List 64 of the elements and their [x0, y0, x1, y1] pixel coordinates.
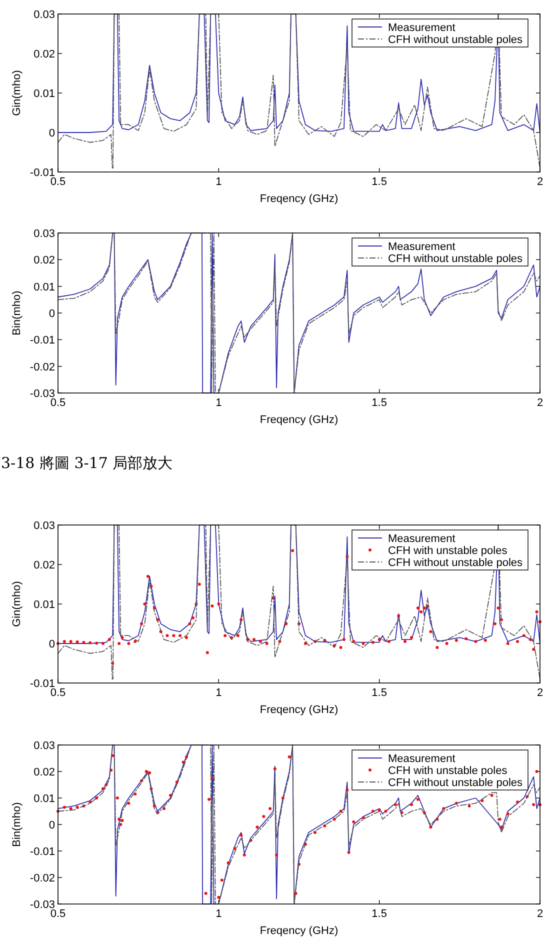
y-tick-label: -0.01	[30, 678, 55, 690]
legend-label: CFH with unstable poles	[388, 545, 508, 557]
y-tick-label: -0.03	[30, 388, 55, 400]
line-series	[58, 14, 540, 133]
y-tick-label: 0.02	[34, 766, 55, 778]
y-tick-label: -0.01	[30, 334, 55, 347]
x-tick-label: 0.5	[50, 908, 66, 920]
y-tick-label: 0.01	[34, 599, 55, 611]
x-tick-label: 2	[536, 397, 544, 409]
line-series	[58, 524, 540, 644]
x-tick-label: 1	[216, 908, 222, 920]
x-tick-label: 1.5	[372, 908, 387, 920]
x-tick-label: 2	[536, 687, 544, 699]
y-tick-label: 0.03	[34, 228, 55, 240]
line-series	[58, 524, 540, 680]
text: 3-18 將圖 3-17 局部放大	[1, 454, 173, 472]
x-axis-title: Freqency (GHz)	[260, 925, 338, 937]
legend-label: CFH without unstable poles	[388, 777, 524, 789]
y-tick-label: 0	[48, 638, 55, 650]
y-tick-label: 0.03	[34, 520, 55, 532]
y-tick-label: 0.03	[34, 9, 55, 21]
x-axis-title: Freqency (GHz)	[260, 704, 338, 716]
x-tick-label: 2	[536, 176, 544, 188]
line-series	[58, 14, 540, 168]
x-tick-label: 1.5	[372, 687, 387, 699]
y-tick-label: -0.02	[30, 872, 55, 884]
y-tick-label: 0.02	[34, 48, 55, 60]
legend-label: CFH without unstable poles	[388, 34, 524, 46]
y-tick-label: -0.01	[30, 167, 55, 179]
x-tick-label: 0.5	[50, 176, 66, 188]
y-tick-label: 0	[48, 820, 55, 832]
line-series	[58, 232, 540, 394]
legend-label: Measurement	[388, 533, 456, 545]
x-axis-title: Freqency (GHz)	[260, 193, 338, 205]
y-tick-label: 0.02	[34, 560, 55, 572]
x-tick-label: 2	[536, 908, 544, 920]
x-tick-label: 1.5	[372, 397, 387, 409]
x-tick-label: 0.5	[50, 687, 66, 699]
y-tick-label: 0	[48, 128, 55, 140]
x-axis-title: Freqency (GHz)	[260, 414, 338, 426]
y-tick-label: 0.01	[34, 88, 55, 100]
y-tick-label: -0.02	[30, 361, 55, 374]
y-axis-title: Bin(mho)	[11, 290, 23, 336]
y-tick-label: 0	[48, 308, 55, 320]
y-tick-label: -0.03	[30, 899, 55, 911]
y-axis-title: Gin(mho)	[11, 70, 23, 116]
y-tick-label: 0.01	[34, 281, 55, 294]
y-axis-title: Gin(mho)	[11, 581, 23, 627]
legend-label: CFH without unstable poles	[388, 253, 524, 265]
legend-label: Measurement	[388, 241, 456, 253]
x-tick-label: 1.5	[372, 176, 387, 188]
legend-label: CFH without unstable poles	[388, 557, 524, 569]
y-tick-label: 0.01	[34, 793, 55, 805]
y-tick-label: 0.02	[34, 254, 55, 267]
y-tick-label: 0.03	[34, 740, 55, 752]
legend-label: CFH with unstable poles	[388, 765, 508, 777]
y-tick-label: -0.01	[30, 846, 55, 858]
legend-label: Measurement	[388, 22, 456, 34]
y-axis-title: Bin(mho)	[11, 802, 23, 847]
x-tick-label: 1	[216, 176, 222, 188]
legend-label: Measurement	[388, 753, 456, 765]
x-tick-label: 1	[216, 397, 222, 409]
x-tick-label: 0.5	[50, 397, 66, 409]
x-tick-label: 1	[216, 687, 222, 699]
